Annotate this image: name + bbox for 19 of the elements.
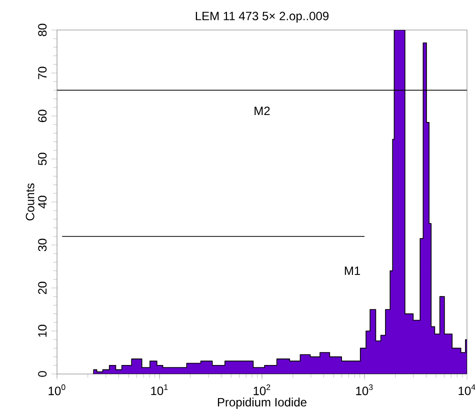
- y-tick-label: 10: [38, 324, 47, 337]
- chart-title: LEM 11 473 5× 2.op..009: [196, 12, 329, 23]
- y-tick-label: 70: [38, 66, 47, 80]
- y-axis-title: Counts: [26, 183, 34, 220]
- y-tick-label: 0: [38, 371, 47, 377]
- text: M1: [344, 266, 360, 275]
- y-tick-label: 20: [38, 282, 47, 294]
- y-tick-label: 40: [38, 196, 47, 208]
- y-tick-label: 80: [38, 24, 47, 36]
- x-axis-title: Propidium Iodide: [218, 398, 306, 409]
- x-tick-label: 10$^{4}$: [458, 384, 475, 396]
- y-tick-label: 30: [38, 238, 47, 252]
- y-tick-label: 50: [38, 152, 47, 166]
- x-tick-label: 10$^{1}$: [151, 384, 168, 396]
- series-label: M2: [254, 106, 270, 116]
- x-tick-label: 10$^{0}$: [48, 384, 66, 396]
- y-tick-label: 60: [38, 110, 47, 122]
- x-tick-label: 10$^{2}$: [254, 384, 270, 396]
- x-tick-label: 10$^{3}$: [356, 384, 373, 396]
